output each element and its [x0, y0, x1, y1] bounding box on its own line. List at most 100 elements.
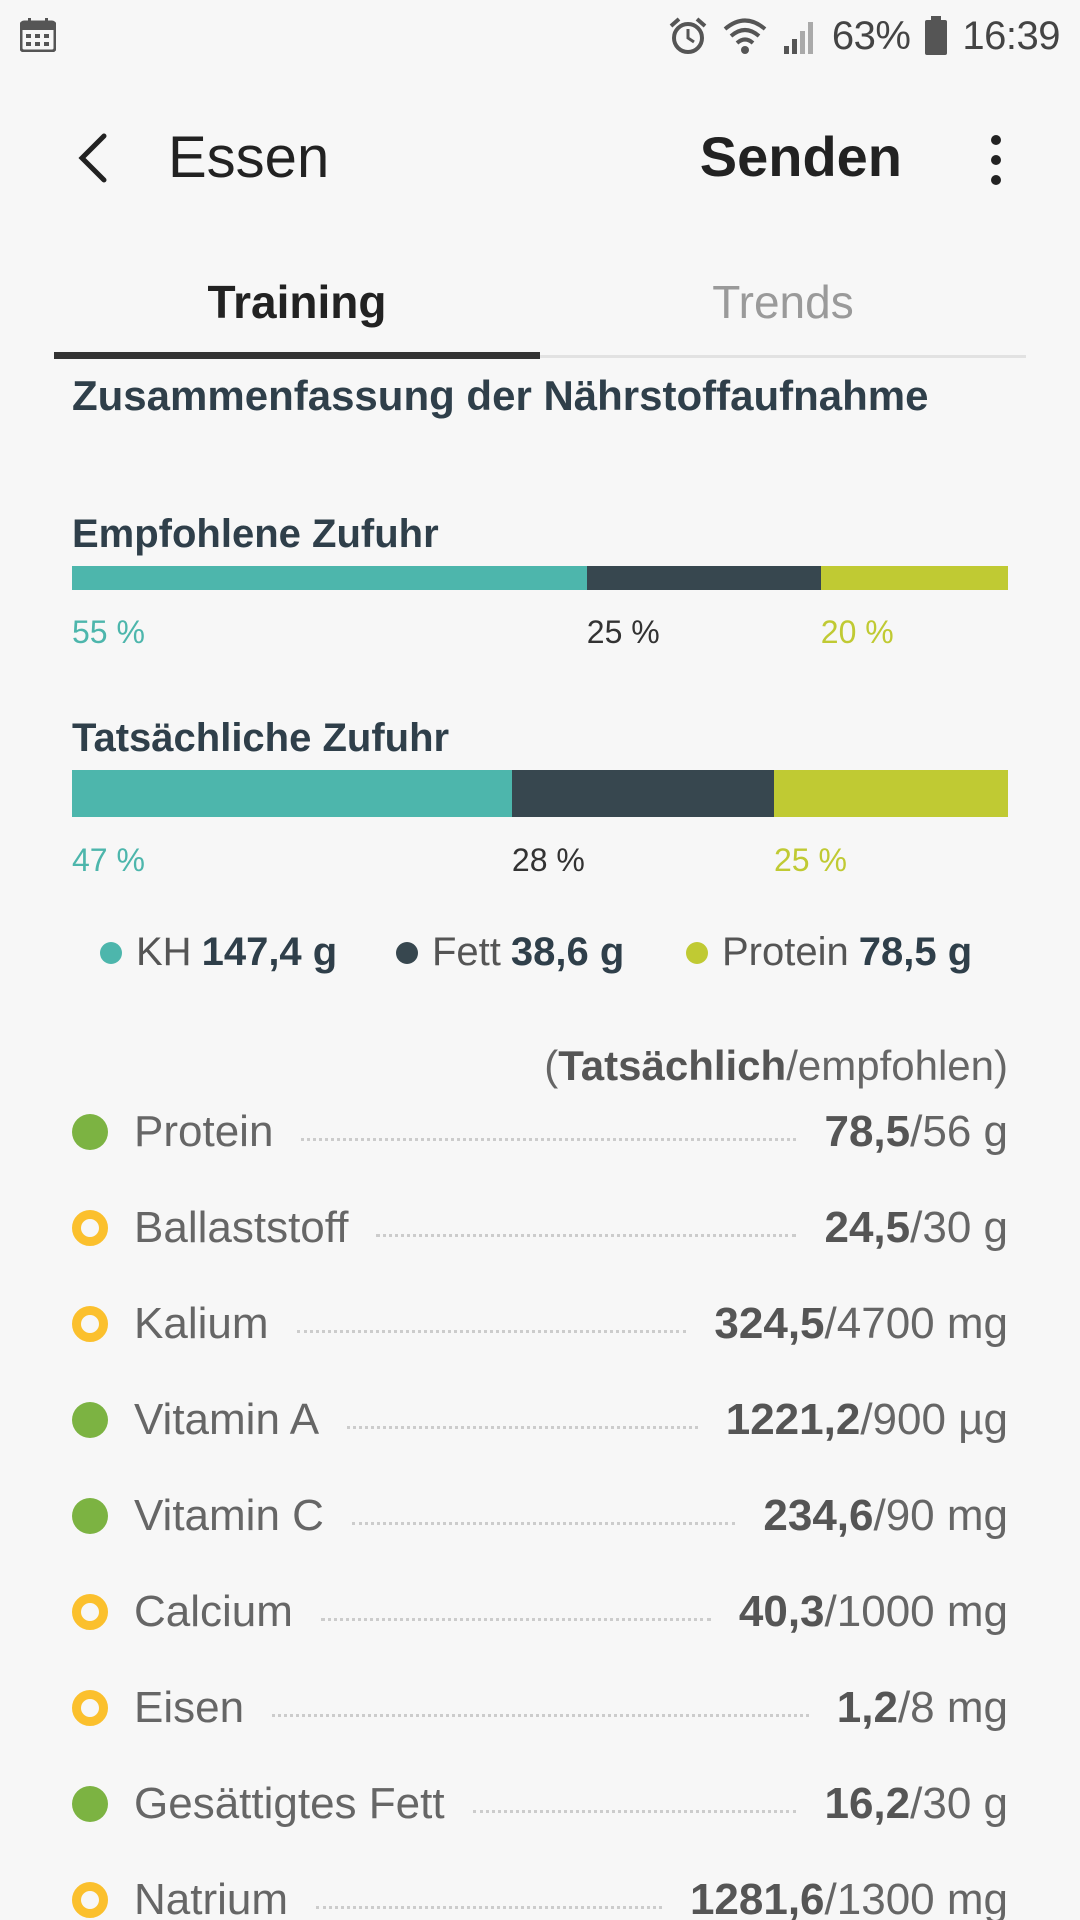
nutrient-name: Natrium [134, 1875, 289, 1920]
legend-protein-amount: 78,5 g [858, 930, 973, 974]
nutrient-target: /30 g [910, 1779, 1008, 1828]
legend-carbs-name: KH [136, 930, 192, 974]
actual-carbs-percent: 47 % [72, 842, 145, 878]
calendar-icon [20, 18, 56, 52]
nutrient-actual: 234,6 [763, 1491, 874, 1540]
status-indicator-icon [72, 1402, 108, 1438]
actual-fat-segment [511, 770, 774, 817]
recommended-carbs-percent: 55 % [72, 614, 145, 650]
more-options-icon[interactable] [976, 130, 1016, 190]
nutrient-target: /1000 mg [824, 1587, 1008, 1636]
send-button[interactable]: Senden [699, 125, 902, 188]
tab-training[interactable]: Training [207, 276, 387, 328]
nutrient-target: /56 g [910, 1107, 1008, 1156]
nutrient-value: 1,2/8 mg [837, 1683, 1008, 1733]
tab-divider [54, 355, 1026, 358]
recommended-carbs-segment [72, 566, 587, 590]
nutrient-target: /4700 mg [824, 1299, 1008, 1348]
battery-percent: 63% [831, 13, 911, 58]
nutrient-name: Vitamin C [134, 1491, 324, 1540]
dotted-leader [296, 1329, 687, 1333]
hint-actual: Tatsächlich [558, 1042, 787, 1089]
dotted-leader [320, 1617, 711, 1621]
status-indicator-icon [72, 1882, 108, 1918]
nutrient-target: /900 µg [860, 1395, 1008, 1444]
tab-active-indicator [54, 352, 540, 359]
status-indicator-icon [72, 1690, 108, 1726]
protein-dot-icon [686, 941, 708, 964]
nutrient-value: 324,5/4700 mg [714, 1299, 1008, 1349]
nutrient-row[interactable]: Vitamin A 1221,2/900 µg [72, 1380, 1008, 1460]
tab-bar: Training Trends [54, 265, 1026, 360]
legend-fat: Fett 38,6 g [396, 930, 624, 975]
nutrient-name: Ballaststoff [134, 1203, 349, 1252]
legend-fat-amount: 38,6 g [510, 930, 625, 974]
actual-intake-bar [72, 770, 1008, 817]
dotted-leader [347, 1425, 698, 1429]
tab-trends[interactable]: Trends [712, 276, 854, 328]
nutrient-actual: 1221,2 [725, 1395, 861, 1444]
nutrient-actual: 24,5 [824, 1203, 911, 1252]
battery-icon [925, 16, 948, 55]
legend-protein: Protein 78,5 g [686, 930, 972, 975]
nutrient-row[interactable]: Gesättigtes Fett 16,2/30 g [72, 1764, 1008, 1844]
status-indicator-icon [72, 1786, 108, 1822]
nutrient-name: Gesättigtes Fett [134, 1779, 445, 1828]
dotted-leader [376, 1233, 797, 1237]
recommended-protein-segment [820, 566, 1008, 590]
nutrient-target: /8 mg [897, 1683, 1008, 1732]
nutrient-value: 40,3/1000 mg [739, 1587, 1008, 1637]
alarm-icon [669, 17, 707, 54]
nutrient-row[interactable]: Protein 78,5/56 g [72, 1092, 1008, 1172]
nutrient-row[interactable]: Kalium 324,5/4700 mg [72, 1284, 1008, 1364]
status-bar: 63% 16:39 [0, 0, 1080, 72]
nutrient-row[interactable]: Natrium 1281,6/1300 mg [72, 1860, 1008, 1920]
actual-protein-segment [773, 770, 1008, 817]
dotted-leader [316, 1905, 662, 1909]
signal-icon [783, 22, 813, 54]
fat-dot-icon [396, 941, 418, 964]
back-arrow-icon[interactable] [70, 128, 120, 188]
status-indicator-icon [72, 1306, 108, 1342]
dotted-leader [351, 1521, 736, 1525]
actual-carbs-segment [72, 770, 512, 817]
nutrient-actual: 16,2 [824, 1779, 911, 1828]
nutrient-name: Calcium [134, 1587, 293, 1636]
nutrient-target: /1300 mg [824, 1875, 1008, 1920]
recommended-fat-segment [586, 566, 821, 590]
nutrient-row[interactable]: Vitamin C 234,6/90 mg [72, 1476, 1008, 1556]
nutrient-name: Eisen [134, 1683, 245, 1732]
hint-recommended: /empfohlen) [786, 1042, 1008, 1089]
clock: 16:39 [962, 13, 1060, 58]
status-indicator-icon [72, 1594, 108, 1630]
nutrient-value: 234,6/90 mg [763, 1491, 1008, 1541]
nutrient-actual: 1281,6 [689, 1875, 825, 1920]
nutrient-row[interactable]: Eisen 1,2/8 mg [72, 1668, 1008, 1748]
nutrient-value: 1281,6/1300 mg [690, 1875, 1008, 1920]
recommended-fat-percent: 25 % [586, 614, 660, 650]
legend-carbs-amount: 147,4 g [201, 930, 338, 974]
actual-protein-percent: 25 % [774, 842, 847, 878]
wifi-icon [723, 18, 767, 54]
list-column-hint: (Tatsächlich/empfohlen) [544, 1042, 1008, 1090]
nutrient-row[interactable]: Ballaststoff 24,5/30 g [72, 1188, 1008, 1268]
summary-title: Zusammenfassung der Nährstoffaufnahme [72, 372, 929, 419]
dotted-leader [472, 1809, 797, 1813]
dotted-leader [301, 1137, 797, 1141]
app-header: Essen Senden [0, 100, 1080, 220]
recommended-protein-percent: 20 % [820, 614, 894, 650]
status-indicator-icon [72, 1210, 108, 1246]
hint-open: ( [544, 1042, 559, 1089]
nutrient-name: Protein [134, 1107, 274, 1156]
nutrient-target: /90 mg [873, 1491, 1008, 1540]
actual-intake-label: Tatsächliche Zufuhr [72, 716, 450, 760]
nutrient-name: Kalium [134, 1299, 269, 1348]
nutrient-actual: 324,5 [714, 1299, 825, 1348]
legend-fat-name: Fett [432, 930, 501, 974]
nutrient-row[interactable]: Calcium 40,3/1000 mg [72, 1572, 1008, 1652]
nutrient-actual: 78,5 [824, 1107, 911, 1156]
page-title: Essen [168, 125, 330, 190]
nutrient-actual: 1,2 [836, 1683, 898, 1732]
nutrient-target: /30 g [910, 1203, 1008, 1252]
nutrient-value: 78,5/56 g [824, 1107, 1008, 1157]
